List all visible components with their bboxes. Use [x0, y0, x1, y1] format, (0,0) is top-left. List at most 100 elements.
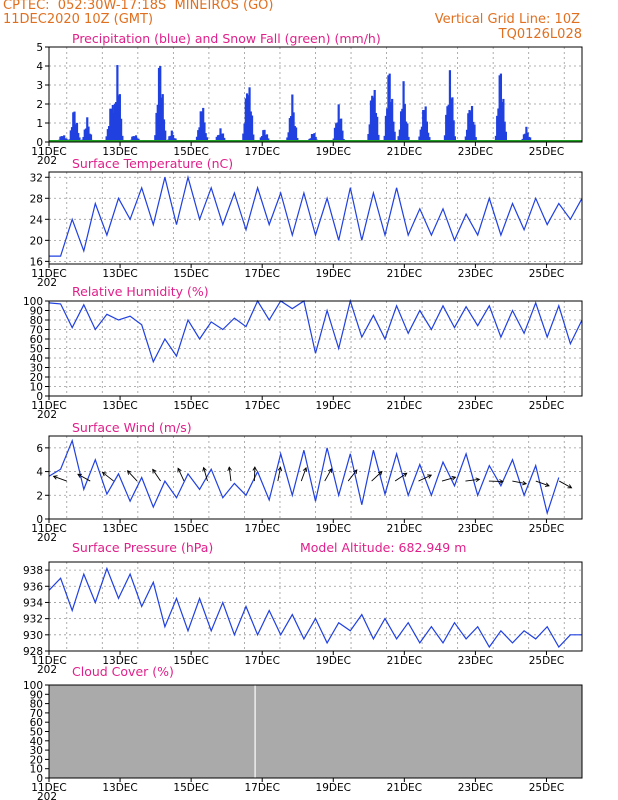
- precip-bar: [87, 126, 90, 142]
- precip-bar: [250, 115, 254, 142]
- precip-bar: [406, 123, 409, 142]
- precip-bar: [503, 121, 506, 142]
- y-tick-label: 30: [30, 363, 43, 375]
- precip-bar: [310, 133, 314, 142]
- precip-bar: [197, 130, 200, 142]
- precip-bar: [169, 135, 172, 142]
- x-tick-label: 23DEC: [458, 523, 493, 535]
- wind-arrow-head: [126, 470, 132, 475]
- precip-bar: [402, 81, 405, 142]
- precip-bar: [392, 121, 395, 142]
- precip-bar: [162, 119, 166, 142]
- series-line: [49, 174, 583, 257]
- precip-bar: [451, 97, 454, 142]
- precip-bar: [419, 129, 422, 142]
- precip-bar: [397, 136, 400, 142]
- precip-bar: [418, 136, 421, 142]
- precip-bar: [407, 136, 410, 142]
- y-tick-label: 100: [23, 296, 43, 308]
- precip-bar: [260, 136, 264, 142]
- wind-arrow: [512, 480, 527, 485]
- x-tick-label: 13DEC: [102, 400, 137, 412]
- y-tick-label: 90: [30, 306, 43, 318]
- x-tick-label: 21DEC: [387, 400, 422, 412]
- x-tick-label: 11DEC: [31, 782, 66, 794]
- series-line: [48, 566, 582, 649]
- x-tick-label: 23DEC: [458, 400, 493, 412]
- precip-bar: [223, 137, 226, 142]
- precip-bar: [131, 136, 134, 142]
- y-tick-label: 20: [30, 372, 43, 384]
- precip-bar: [216, 135, 220, 142]
- precip-bar: [288, 118, 291, 142]
- precip-bar: [420, 126, 424, 142]
- precip-bar: [502, 98, 505, 142]
- precip-bar: [290, 116, 293, 142]
- precip-bar: [110, 108, 113, 142]
- precip-bar: [215, 136, 218, 142]
- y-tick-label: 932: [23, 614, 43, 626]
- x-tick-label: 23DEC: [458, 655, 493, 667]
- precip-bar: [474, 137, 477, 142]
- x-tick-label: 23DEC: [458, 146, 493, 158]
- precip-bar: [73, 111, 76, 142]
- y-tick-label: 928: [23, 646, 43, 658]
- y-tick-label: 5: [36, 42, 43, 54]
- y-tick-label: 0: [36, 514, 43, 526]
- precip-bar: [501, 101, 504, 142]
- y-tick-label: 50: [30, 727, 43, 739]
- precip-bar: [204, 133, 207, 142]
- precip-bar: [446, 106, 449, 142]
- precip-bar: [338, 119, 342, 142]
- precip-bar: [83, 129, 86, 142]
- precip-bar: [75, 122, 79, 142]
- wind-arrow: [177, 468, 185, 482]
- precip-bar: [112, 112, 115, 142]
- wind-arrow-head: [252, 466, 258, 471]
- wind-arrow-head: [544, 482, 550, 487]
- precip-bar: [69, 130, 72, 142]
- header-date: 11DEC2020 10Z (GMT): [3, 12, 154, 27]
- wind-arrow: [300, 467, 307, 482]
- y-tick-label: 24: [30, 214, 44, 226]
- x-tick-year: 202: [37, 664, 57, 676]
- header-grid-note: Vertical Grid Line: 10Z: [434, 12, 580, 27]
- precip-bar: [221, 133, 225, 142]
- precip-bar: [291, 94, 294, 142]
- y-tick-label: 80: [30, 315, 43, 327]
- precip-bar: [252, 134, 255, 142]
- x-tick-label: 23DEC: [458, 268, 493, 280]
- precip-bar: [168, 136, 171, 142]
- wind-arrow-head: [77, 473, 82, 478]
- x-tick-year: 202: [37, 532, 57, 544]
- precip-bar: [450, 98, 453, 142]
- panel-frame: [48, 46, 583, 143]
- precip-bar: [293, 126, 296, 142]
- precip-bar: [393, 131, 396, 142]
- precip-bar: [105, 136, 108, 142]
- precip-bar: [452, 120, 455, 142]
- precip-bar: [59, 136, 62, 142]
- precip-bar: [155, 112, 158, 142]
- wind-arrow: [53, 475, 67, 482]
- precip-bar: [494, 135, 498, 142]
- precip-bar: [117, 95, 120, 142]
- precip-bar: [340, 118, 343, 142]
- x-tick-label: 13DEC: [102, 655, 137, 667]
- wind-arrow-head: [52, 475, 58, 480]
- precip-bar: [313, 133, 316, 142]
- x-tick-label: 19DEC: [316, 400, 351, 412]
- precip-bar: [70, 127, 74, 142]
- precip-bar: [472, 121, 475, 142]
- precip-bar: [195, 136, 199, 142]
- precip-bar: [116, 65, 119, 142]
- panel-title: Surface Temperature (nC): [72, 156, 233, 171]
- precip-bar: [132, 136, 135, 142]
- precip-bar: [425, 121, 429, 142]
- y-tick-label: 936: [23, 581, 43, 593]
- x-tick-label: 21DEC: [387, 268, 422, 280]
- x-tick-year: 202: [37, 155, 57, 167]
- precip-bar: [427, 132, 430, 142]
- wind-arrow: [394, 472, 407, 482]
- precip-bar: [404, 121, 408, 142]
